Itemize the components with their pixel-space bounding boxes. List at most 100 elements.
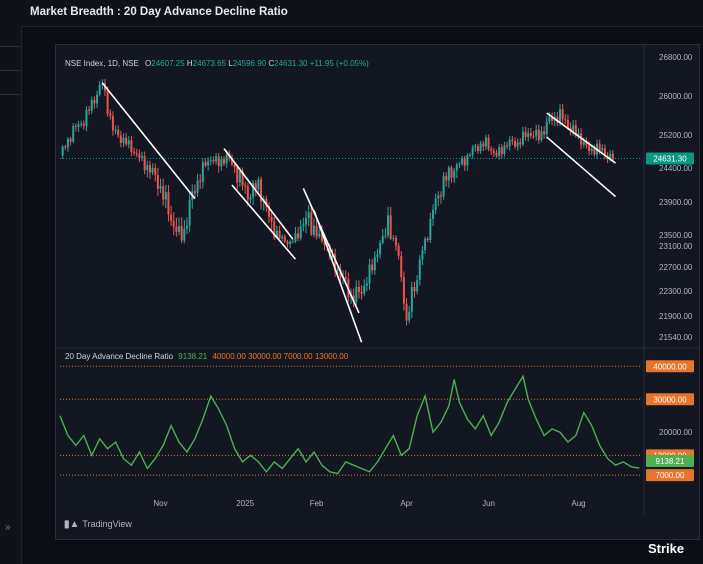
- candle-body: [344, 276, 347, 280]
- candle-body: [458, 163, 461, 165]
- candle-body: [61, 146, 64, 156]
- candle-body: [109, 113, 112, 116]
- candle-body: [114, 129, 117, 131]
- candle-body: [64, 146, 67, 148]
- legend-high: 24673.65: [192, 59, 227, 68]
- candle-body: [357, 286, 360, 293]
- candle-body: [188, 200, 191, 226]
- candle-body: [170, 214, 173, 221]
- candle-body: [283, 236, 286, 242]
- candle-body: [360, 292, 363, 294]
- candle-body: [387, 215, 390, 236]
- candle-body: [392, 237, 395, 239]
- time-tick-label: Apr: [400, 499, 413, 508]
- candle-body: [141, 156, 144, 158]
- candle-body: [519, 142, 522, 145]
- candle-body: [175, 226, 178, 232]
- candle-body: [133, 151, 136, 154]
- candle-body: [85, 109, 88, 126]
- indicator-legend: 20 Day Advance Decline Ratio 9138.21 400…: [65, 352, 348, 361]
- candle-body: [172, 220, 175, 227]
- candle-body: [437, 195, 440, 199]
- candle-body: [580, 133, 583, 145]
- indicator-level-4: 13000.00: [314, 352, 349, 361]
- candle-body: [257, 179, 260, 190]
- candle-body: [569, 127, 572, 131]
- brand-label: Strike: [648, 541, 685, 556]
- candle-body: [365, 283, 368, 286]
- candle-body: [469, 154, 472, 156]
- candle-body: [267, 206, 270, 217]
- candle-body: [88, 109, 91, 111]
- candle-body: [223, 159, 226, 164]
- candle-body: [405, 303, 408, 321]
- title-bar: Market Breadth : 20 Day Advance Decline …: [0, 0, 703, 27]
- candle-body: [561, 109, 564, 120]
- candle-body: [516, 142, 519, 147]
- candle-body: [130, 140, 133, 152]
- expand-sidebar-icon[interactable]: »: [5, 522, 11, 533]
- indicator-value: 9138.21: [178, 352, 208, 361]
- candle-body: [204, 162, 207, 166]
- candle-body: [291, 241, 294, 243]
- candle-body: [312, 225, 315, 235]
- candle-body: [379, 242, 382, 255]
- legend-close: 24631.30: [274, 59, 308, 68]
- price-tick-label: 23500.00: [659, 231, 693, 240]
- candle-body: [590, 148, 593, 152]
- chart-canvas[interactable]: 26800.00 26000.00 25200.00 24400.00 23900.00…: [56, 45, 699, 539]
- candle-body: [588, 145, 591, 152]
- candle-body: [463, 157, 466, 166]
- candle-body: [196, 180, 199, 193]
- candle-body: [535, 129, 538, 137]
- candle-body: [416, 280, 419, 292]
- price-tick-label: 23900.00: [659, 198, 693, 207]
- candle-body: [373, 256, 376, 271]
- candle-body: [310, 212, 313, 235]
- time-tick-label: 2025: [236, 499, 254, 508]
- candle-body: [148, 165, 151, 173]
- candle-body: [299, 226, 302, 239]
- candle-body: [146, 165, 149, 171]
- chart-panel[interactable]: 26800.00 26000.00 25200.00 24400.00 23900.00…: [55, 44, 700, 540]
- candle-body: [476, 146, 479, 151]
- candle-body: [566, 119, 569, 128]
- candle-body: [453, 170, 456, 178]
- candle-body: [601, 148, 604, 151]
- candle-body: [503, 145, 506, 154]
- price-legend: NSE Index, 1D, NSE O24607.25 H24673.65 L…: [65, 59, 369, 68]
- tradingview-logo[interactable]: ▮▲ TradingView: [64, 519, 132, 530]
- trend-line: [546, 136, 617, 198]
- candle-body: [447, 167, 450, 181]
- sidebar-divider: [0, 46, 21, 47]
- candle-body: [598, 143, 601, 151]
- indicator-level-1: 40000.00: [212, 352, 246, 361]
- candle-body: [281, 236, 284, 239]
- level-tag-label: 7000.00: [656, 471, 685, 480]
- sidebar-divider: [0, 70, 21, 71]
- candle-body: [273, 221, 276, 238]
- indicator-name: 20 Day Advance Decline Ratio: [65, 352, 174, 361]
- candle-body: [537, 129, 540, 140]
- candle-body: [429, 218, 432, 241]
- legend-open: 24607.25: [151, 59, 185, 68]
- last-price-tag: [646, 152, 694, 165]
- price-tick-label: 23100.00: [659, 242, 693, 251]
- candle-body: [461, 157, 464, 164]
- candle-body: [381, 235, 384, 243]
- time-tick-label: Feb: [310, 499, 324, 508]
- indicator-level-2: 30000.00: [248, 352, 282, 361]
- price-tick-label: 21540.00: [659, 333, 693, 342]
- candle-body: [540, 131, 543, 140]
- candle-body: [432, 209, 435, 219]
- candle-body: [241, 171, 244, 186]
- candle-body: [445, 175, 448, 181]
- candle-body: [135, 153, 138, 155]
- candle-body: [548, 117, 551, 122]
- candle-body: [474, 146, 477, 148]
- candle-body: [408, 311, 411, 321]
- candle-body: [260, 179, 263, 202]
- candle-body: [490, 149, 493, 151]
- price-tick-label: 26000.00: [659, 92, 693, 101]
- candle-body: [339, 269, 342, 278]
